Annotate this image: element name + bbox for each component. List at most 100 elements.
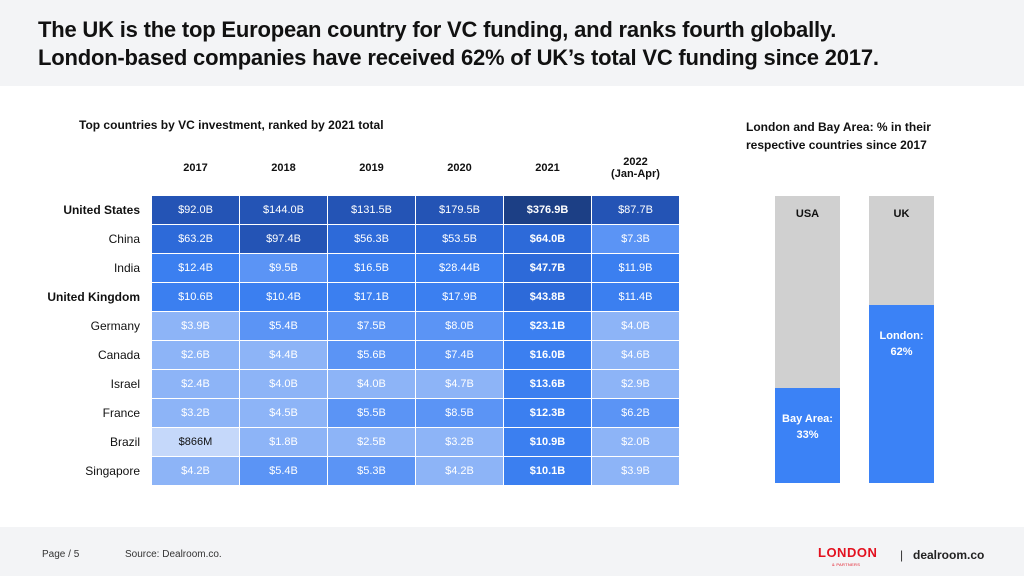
table-cell: $10.1B [504, 457, 591, 485]
table-cell: $97.4B [240, 225, 327, 253]
table-cell: $2.6B [152, 341, 239, 369]
table-cell: $7.3B [592, 225, 679, 253]
table-cell: $28.44B [416, 254, 503, 282]
table-cell: $11.9B [592, 254, 679, 282]
table-cell: $16.0B [504, 341, 591, 369]
column-header-year: 2017 [183, 162, 208, 174]
column-header: 2019 [328, 162, 415, 174]
table-cell: $3.2B [416, 428, 503, 456]
column-header-year: 2022 [623, 156, 648, 168]
table-cell: $4.4B [240, 341, 327, 369]
table-cell: $2.9B [592, 370, 679, 398]
column-header: 2020 [416, 162, 503, 174]
row-label: Israel [110, 377, 140, 391]
table-cell: $47.7B [504, 254, 591, 282]
headline-line-2: London-based companies have received 62%… [38, 45, 879, 70]
column-header-year: 2020 [447, 162, 472, 174]
headline-line-1: The UK is the top European country for V… [38, 17, 837, 42]
table-cell: $17.1B [328, 283, 415, 311]
bar-value-label-name: London: [879, 330, 924, 342]
page-number: Page / 5 [42, 549, 80, 560]
table-cell: $10.4B [240, 283, 327, 311]
column-header: 2017 [152, 162, 239, 174]
table-cell: $63.2B [152, 225, 239, 253]
bar-value-label: Bay Area: 33% [775, 411, 840, 443]
table-cell: $866M [152, 428, 239, 456]
table-cell: $4.0B [328, 370, 415, 398]
table-cell: $7.4B [416, 341, 503, 369]
bar-fill-bay-area [775, 388, 840, 483]
table-title: Top countries by VC investment, ranked b… [79, 118, 384, 132]
table-cell: $10.9B [504, 428, 591, 456]
column-header-year: 2018 [271, 162, 296, 174]
london-partners-logo: LONDON & PARTNERS [818, 546, 884, 568]
table-cell: $4.6B [592, 341, 679, 369]
table-cell: $1.8B [240, 428, 327, 456]
table-cell: $4.0B [592, 312, 679, 340]
table-cell: $179.5B [416, 196, 503, 224]
table-cell: $17.9B [416, 283, 503, 311]
bar-chart-title-line-1: London and Bay Area: % in their [746, 120, 931, 134]
bar-chart-title: London and Bay Area: % in their respecti… [746, 118, 986, 154]
row-label: France [102, 406, 140, 420]
row-label: China [108, 232, 140, 246]
table-cell: $3.9B [592, 457, 679, 485]
table-cell: $23.1B [504, 312, 591, 340]
footer-band [0, 527, 1024, 576]
table-cell: $2.0B [592, 428, 679, 456]
bar-value-label: London: 62% [869, 328, 934, 360]
table-cell: $6.2B [592, 399, 679, 427]
bar-value-label-percent: 62% [890, 346, 913, 358]
row-label: Canada [97, 348, 140, 362]
table-cell: $92.0B [152, 196, 239, 224]
table-cell: $3.9B [152, 312, 239, 340]
table-cell: $4.2B [416, 457, 503, 485]
bar-category-label: UK [893, 208, 910, 220]
table-cell: $3.2B [152, 399, 239, 427]
bar-value-label-percent: 33% [796, 429, 819, 441]
table-cell: $9.5B [240, 254, 327, 282]
column-header: 2022 (Jan-Apr) [592, 156, 679, 180]
table-cell: $2.4B [152, 370, 239, 398]
bar-column-usa: USA Bay Area: 33% [775, 196, 840, 483]
footer-separator: | [900, 548, 904, 562]
row-label: India [113, 261, 140, 275]
bar-category-label: USA [795, 208, 820, 220]
logo-sub-text: & PARTNERS [832, 562, 861, 567]
table-cell: $5.3B [328, 457, 415, 485]
source-note: Source: Dealroom.co. [125, 549, 222, 560]
table-cell: $4.2B [152, 457, 239, 485]
table-cell: $5.5B [328, 399, 415, 427]
row-label: Singapore [85, 464, 140, 478]
table-cell: $131.5B [328, 196, 415, 224]
column-header: 2018 [240, 162, 327, 174]
bar-chart-title-line-2: respective countries since 2017 [746, 138, 927, 152]
table-cell: $4.5B [240, 399, 327, 427]
table-cell: $10.6B [152, 283, 239, 311]
table-cell: $2.5B [328, 428, 415, 456]
dealroom-logo: dealroom.co [913, 548, 985, 562]
table-cell: $64.0B [504, 225, 591, 253]
table-cell: $5.6B [328, 341, 415, 369]
table-cell: $4.0B [240, 370, 327, 398]
column-header-year: 2019 [359, 162, 384, 174]
header-band [0, 0, 1024, 86]
row-label: Germany [90, 319, 140, 333]
bar-fill-london [869, 305, 934, 483]
table-cell: $4.7B [416, 370, 503, 398]
table-cell: $87.7B [592, 196, 679, 224]
table-cell: $11.4B [592, 283, 679, 311]
page-headline: The UK is the top European country for V… [38, 16, 879, 72]
table-cell: $8.0B [416, 312, 503, 340]
table-cell: $12.3B [504, 399, 591, 427]
row-label: United States [63, 203, 140, 217]
table-cell: $43.8B [504, 283, 591, 311]
row-label: United Kingdom [47, 290, 140, 304]
column-header: 2021 [504, 162, 591, 174]
table-cell: $376.9B [504, 196, 591, 224]
logo-main-text: LONDON [818, 545, 878, 560]
table-cell: $16.5B [328, 254, 415, 282]
table-cell: $144.0B [240, 196, 327, 224]
table-cell: $13.6B [504, 370, 591, 398]
table-cell: $53.5B [416, 225, 503, 253]
